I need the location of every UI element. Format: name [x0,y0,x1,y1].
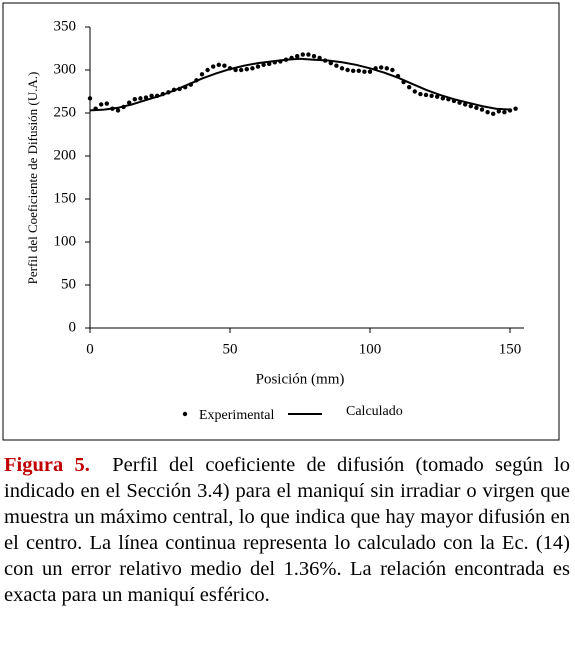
data-point [435,94,440,99]
data-point [216,62,221,68]
legend-label: Calculado [346,404,403,419]
y-axis-label: Perfil del Coeficiente de Difusión (U.A.… [25,72,40,285]
data-point [379,65,384,70]
data-point [205,67,210,73]
frame [2,2,560,441]
data-point [244,66,249,72]
data-point [222,63,227,68]
data-point [99,102,104,107]
data-line [89,57,511,112]
data-point [132,97,137,102]
y-tick-label: 150 [54,190,77,206]
data-point [239,67,244,73]
data-point [127,100,132,105]
data-point [513,106,518,111]
chart: Posición (mm) Perfil del Coeficiente de … [2,2,560,441]
data-point [384,66,389,71]
data-point [306,52,311,57]
data-point [311,54,317,59]
data-point [468,103,473,109]
x-axis-label: Posición (mm) [256,371,345,387]
x-tick-label: 100 [359,341,382,357]
data-point [362,69,367,74]
data-point [334,63,339,68]
y-tick-label: 0 [69,319,77,335]
data-point [502,109,507,115]
data-point [255,64,261,69]
data-point [328,60,333,66]
data-point [211,64,216,69]
legend-label: Experimental [199,408,275,423]
data-point [351,68,356,74]
data-point [250,66,255,71]
data-point [149,93,154,99]
x-tick-label: 50 [223,341,238,357]
data-point [367,69,373,74]
data-point [412,89,417,94]
caption-label: Figura 5. [4,454,90,476]
y-tick-label: 50 [61,276,76,292]
data-point [418,91,423,97]
data-point [104,101,110,106]
data-point [295,54,300,59]
legend-marker [182,411,188,417]
data-point [407,85,412,90]
y-tick-label: 300 [54,61,77,77]
data-point [429,93,434,99]
data-point [138,96,143,101]
data-point [440,96,445,101]
data-point [423,92,429,98]
data-point [485,109,490,115]
data-point [87,96,93,101]
y-tick-label: 100 [54,233,77,249]
data-point [115,108,121,113]
caption: Figura 5. Perfil del coeficiente de difu… [4,452,570,608]
data-point [474,105,479,111]
data-point [339,66,345,71]
data-point [496,109,501,114]
data-point [356,68,361,74]
data-point [143,95,149,100]
y-tick-label: 250 [54,104,77,120]
caption-text: Perfil del coeficiente de difusión (toma… [4,454,570,606]
data-point [390,67,395,73]
data-point [300,52,305,57]
x-tick-label: 150 [499,341,522,357]
data-point [199,72,205,77]
x-tick-label: 0 [86,341,94,357]
data-point [491,111,496,117]
data-point [345,67,350,73]
y-tick-label: 200 [54,147,77,163]
data-point [261,62,266,68]
data-point [479,107,485,112]
y-tick-label: 350 [54,18,77,34]
